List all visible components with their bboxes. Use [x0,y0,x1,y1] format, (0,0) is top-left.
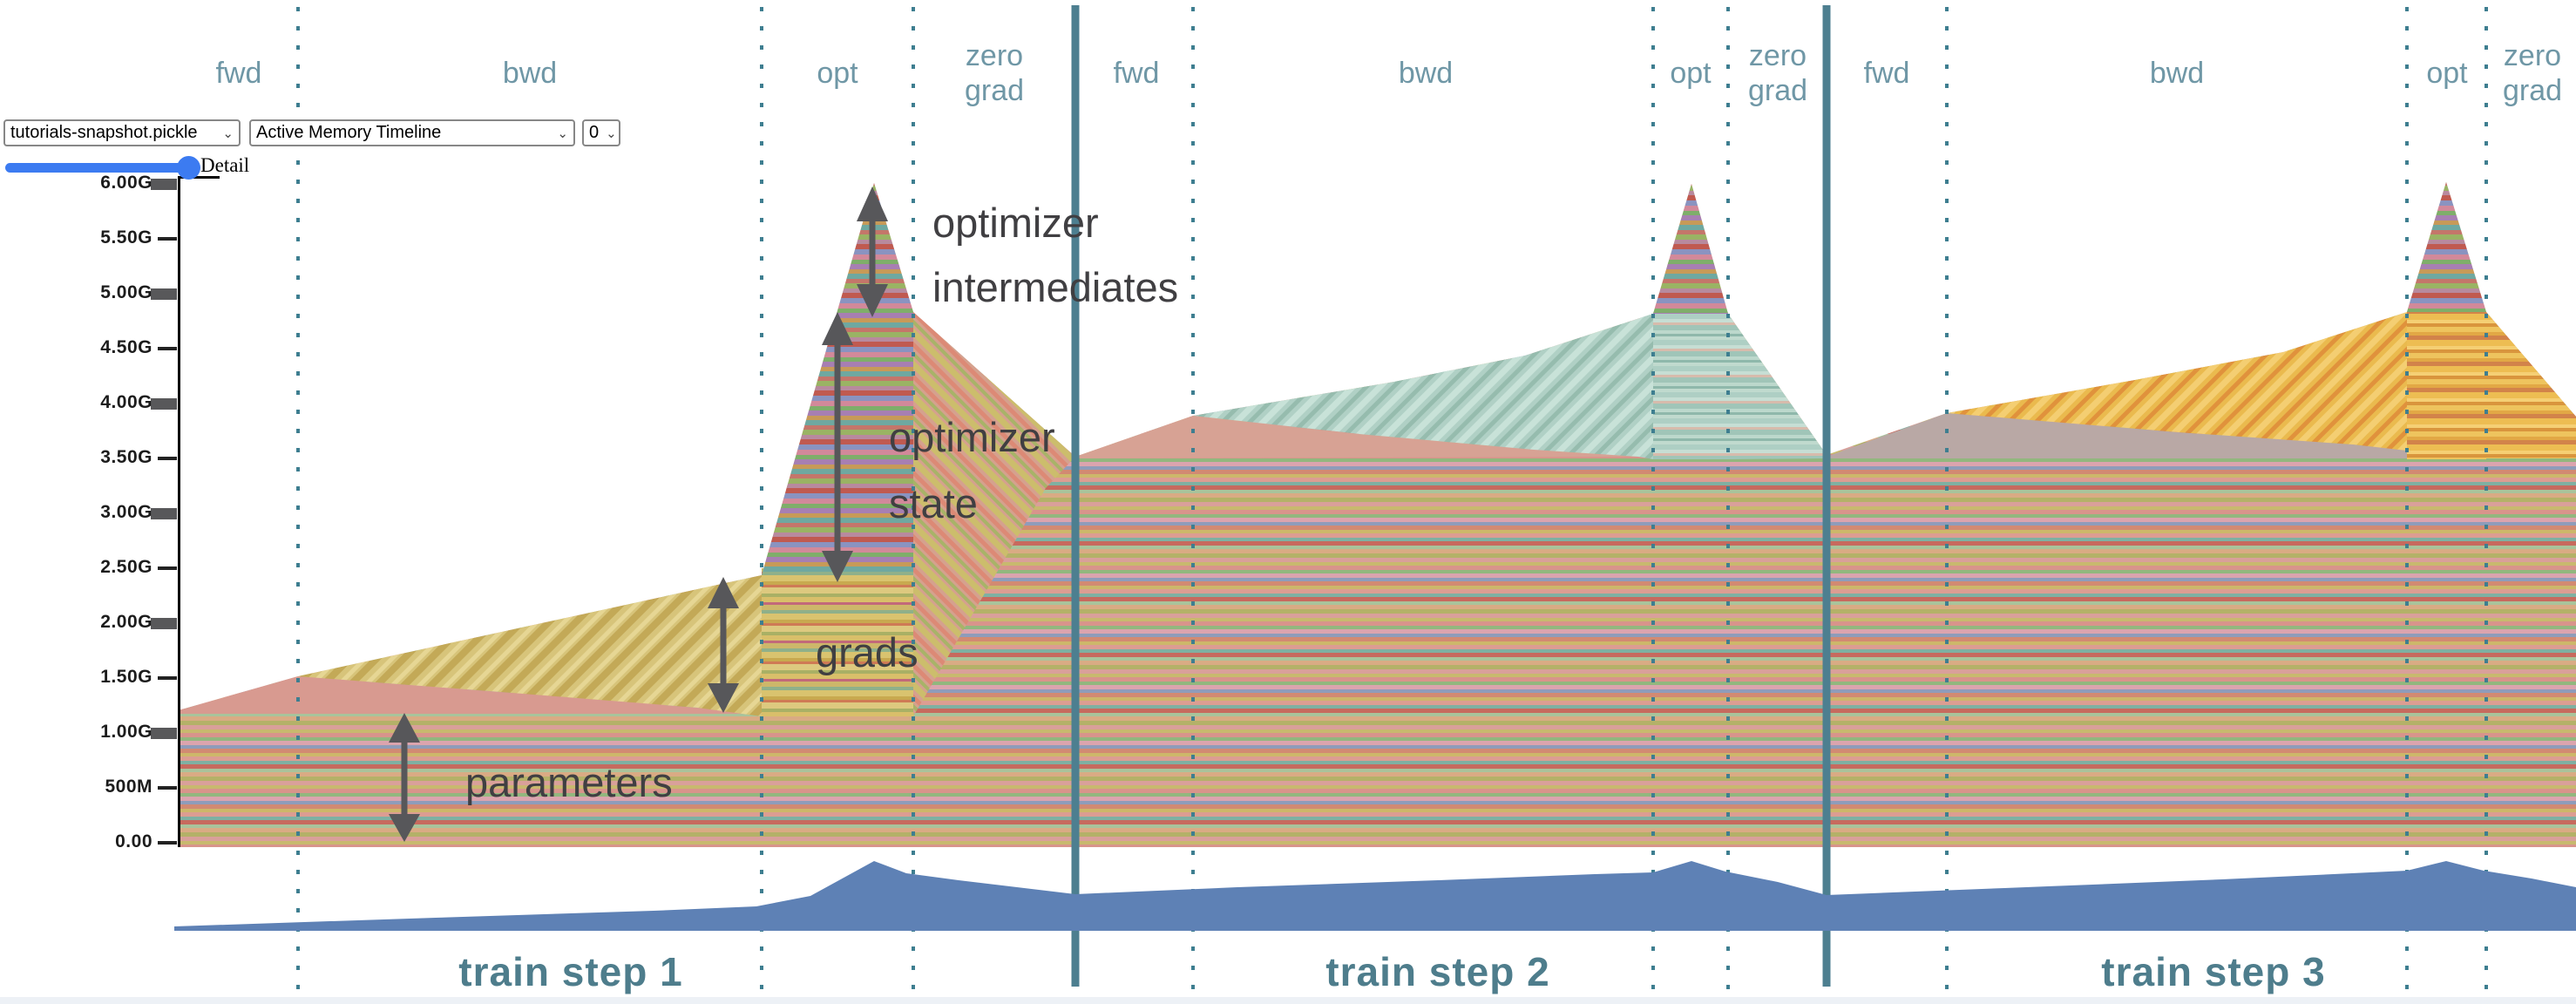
y-axis-label: 500M [105,777,153,797]
device-index-select[interactable]: 0 ⌄ [582,119,620,146]
y-axis-line [178,176,180,847]
phase-label-fwd: fwd [1113,57,1160,90]
train-step-dividers [1071,5,1831,987]
zero-grad-slope-step1 [913,312,1075,716]
annotation-grads: grads [816,629,919,675]
train-step-2-label: train step 2 [1325,949,1550,994]
grads-block-step1 [762,568,913,716]
phase-label-zero-grad: zero grad [964,39,1025,107]
y-axis-label: 1.00G [100,722,153,742]
annotation-optimizer-intermediates: optimizer intermediates [932,200,1179,310]
zero-grad-slope-step3 [2486,312,2576,458]
annotation-parameters: parameters [465,759,673,805]
grads-block-step3 [2407,312,2486,459]
device-index-value: 0 [589,123,600,142]
phase-label-fwd: fwd [215,57,262,90]
annotation-optimizer-state: optimizer state [889,414,1055,526]
phase-label-opt: opt [1670,57,1712,90]
memory-total-area [179,182,2576,847]
snapshot-file-select[interactable]: tutorials-snapshot.pickle ⌄ [3,119,241,146]
y-axis-label: 0.00 [115,831,153,851]
phase-label-bwd: bwd [502,57,558,90]
annotation-arrows [389,187,888,842]
view-mode-value: Active Memory Timeline [256,123,442,142]
y-axis-label: 4.50G [100,337,153,357]
y-axis-minor-ticks [158,237,177,845]
bottom-scroll-strip [0,997,2576,1004]
phase-label-bwd: bwd [1398,57,1454,90]
y-axis-label: 4.00G [100,392,153,412]
y-axis-label: 2.50G [100,557,153,577]
y-axis-label: 5.00G [100,282,153,302]
y-axis-top-cap [178,176,220,179]
optimizer-spike-step2 [1653,184,1728,314]
zero-grad-slope-step2 [1728,314,1827,459]
train-step-3-label: train step 3 [2101,949,2326,994]
y-axis-label: 2.00G [100,612,153,632]
snapshot-file-value: tutorials-snapshot.pickle [10,123,198,142]
grads-block-step2 [1653,312,1728,459]
view-mode-select[interactable]: Active Memory Timeline ⌄ [249,119,575,146]
phase-label-zero-grad: zero grad [2502,39,2563,107]
detail-slider-label: Detail [200,154,250,176]
activations-wedge-step3 [1827,413,2407,458]
chevron-down-icon: ⌄ [606,126,617,141]
chevron-down-icon: ⌄ [222,126,234,141]
detail-slider-thumb[interactable] [177,156,200,180]
optimizer-spike-step3 [2407,182,2486,312]
train-step-1-label: train step 1 [458,949,683,994]
grads-wedge-step2 [1193,314,1653,459]
y-axis-label: 6.00G [100,173,153,193]
grads-wedge-step3 [1947,312,2407,451]
y-axis-label: 3.50G [100,447,153,467]
y-axis-label: 5.50G [100,227,153,248]
activations-wedge-step1 [179,676,762,714]
grads-wedge-step1 [298,575,762,716]
phase-label-zero-grad: zero grad [1747,39,1808,107]
phase-label-bwd: bwd [2149,57,2205,90]
y-axis-major-ticks [151,179,177,739]
phase-label-opt: opt [2426,57,2468,90]
y-axis-label: 1.50G [100,667,153,687]
activations-wedge-step2 [1075,416,1638,458]
timeline-minimap[interactable] [174,861,2576,931]
detail-slider-track[interactable] [5,163,190,173]
phase-label-opt: opt [817,57,858,90]
y-axis-label: 3.00G [100,502,153,522]
phase-label-fwd: fwd [1863,57,1910,90]
chevron-down-icon: ⌄ [557,126,568,141]
